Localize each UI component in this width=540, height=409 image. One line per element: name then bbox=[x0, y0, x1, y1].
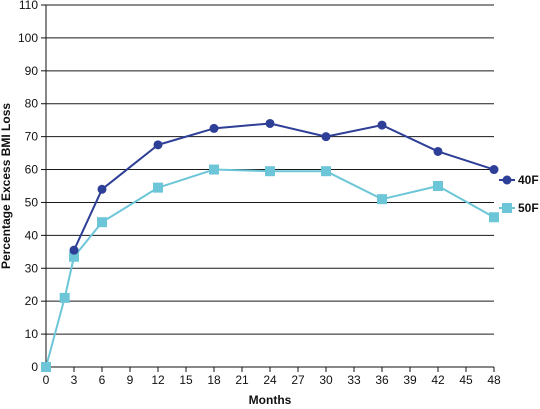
y-tick-labels: 0 10 20 30 40 50 60 70 80 90 100 110 bbox=[18, 0, 46, 374]
data-point-50f bbox=[265, 166, 275, 177]
series-50f bbox=[41, 164, 499, 372]
x-tick-label-36: 36 bbox=[375, 373, 389, 387]
data-point-40f bbox=[489, 165, 499, 175]
data-point-50f bbox=[41, 362, 51, 372]
y-tick-label-40: 40 bbox=[25, 228, 39, 242]
y-tick-label-20: 20 bbox=[25, 294, 39, 308]
data-point-40f bbox=[209, 123, 219, 133]
legend-label-50f: 50F bbox=[518, 201, 539, 215]
x-tick-label-45: 45 bbox=[459, 373, 473, 387]
data-point-50f bbox=[59, 292, 70, 303]
x-tick-label-21: 21 bbox=[235, 373, 249, 387]
data-point-50f bbox=[433, 181, 443, 191]
data-point-40f bbox=[97, 184, 107, 194]
x-tick-label-30: 30 bbox=[319, 373, 333, 387]
y-tick-label-0: 0 bbox=[31, 360, 38, 374]
x-tick-label-12: 12 bbox=[151, 373, 165, 387]
data-point-50f bbox=[97, 217, 107, 228]
data-point-40f bbox=[433, 146, 443, 156]
x-tick-label-18: 18 bbox=[207, 373, 221, 387]
x-tick-label-3: 3 bbox=[71, 373, 78, 387]
series-40f bbox=[69, 118, 499, 255]
data-point-50f bbox=[209, 164, 219, 175]
legend-item-40f: 40F bbox=[499, 173, 539, 187]
series-layer bbox=[41, 118, 499, 372]
data-point-40f bbox=[265, 118, 275, 128]
data-point-50f bbox=[153, 182, 163, 193]
axes bbox=[45, 5, 494, 368]
legend: 40F 50F bbox=[499, 173, 539, 215]
x-tick-label-27: 27 bbox=[291, 373, 305, 387]
y-tick-label-80: 80 bbox=[25, 97, 39, 111]
y-tick-label-90: 90 bbox=[25, 64, 39, 78]
data-point-40f bbox=[69, 245, 79, 255]
x-tick-label-0: 0 bbox=[43, 373, 50, 387]
legend-marker-40f bbox=[502, 175, 512, 185]
data-point-40f bbox=[321, 132, 331, 142]
x-tick-label-24: 24 bbox=[263, 373, 277, 387]
y-tick-label-100: 100 bbox=[18, 31, 38, 45]
x-tick-label-33: 33 bbox=[347, 373, 361, 387]
x-tick-label-48: 48 bbox=[487, 373, 501, 387]
x-tick-label-15: 15 bbox=[179, 373, 193, 387]
y-tick-label-10: 10 bbox=[25, 327, 39, 341]
y-tick-label-70: 70 bbox=[25, 130, 39, 144]
legend-label-40f: 40F bbox=[518, 173, 539, 187]
y-tick-label-50: 50 bbox=[25, 195, 39, 209]
data-point-50f bbox=[489, 212, 499, 223]
x-tick-label-9: 9 bbox=[127, 373, 134, 387]
data-point-40f bbox=[377, 120, 387, 130]
x-tick-label-42: 42 bbox=[431, 373, 445, 387]
data-point-50f bbox=[377, 194, 387, 205]
y-tick-label-30: 30 bbox=[25, 261, 39, 275]
data-point-50f bbox=[69, 251, 79, 262]
legend-item-50f: 50F bbox=[499, 201, 539, 215]
y-axis-title: Percentage Excess BMI Loss bbox=[0, 103, 13, 269]
y-tick-label-110: 110 bbox=[19, 0, 38, 12]
x-axis-title: Months bbox=[249, 393, 292, 407]
data-point-50f bbox=[321, 166, 331, 177]
legend-marker-50f bbox=[502, 203, 512, 213]
x-tick-label-6: 6 bbox=[99, 373, 106, 387]
y-tick-label-60: 60 bbox=[25, 163, 39, 177]
x-tick-labels: 0 3 6 9 12 15 18 21 24 27 30 33 36 39 42 45 48 bbox=[43, 367, 501, 387]
x-tick-label-39: 39 bbox=[403, 373, 417, 387]
data-point-40f bbox=[153, 140, 163, 150]
